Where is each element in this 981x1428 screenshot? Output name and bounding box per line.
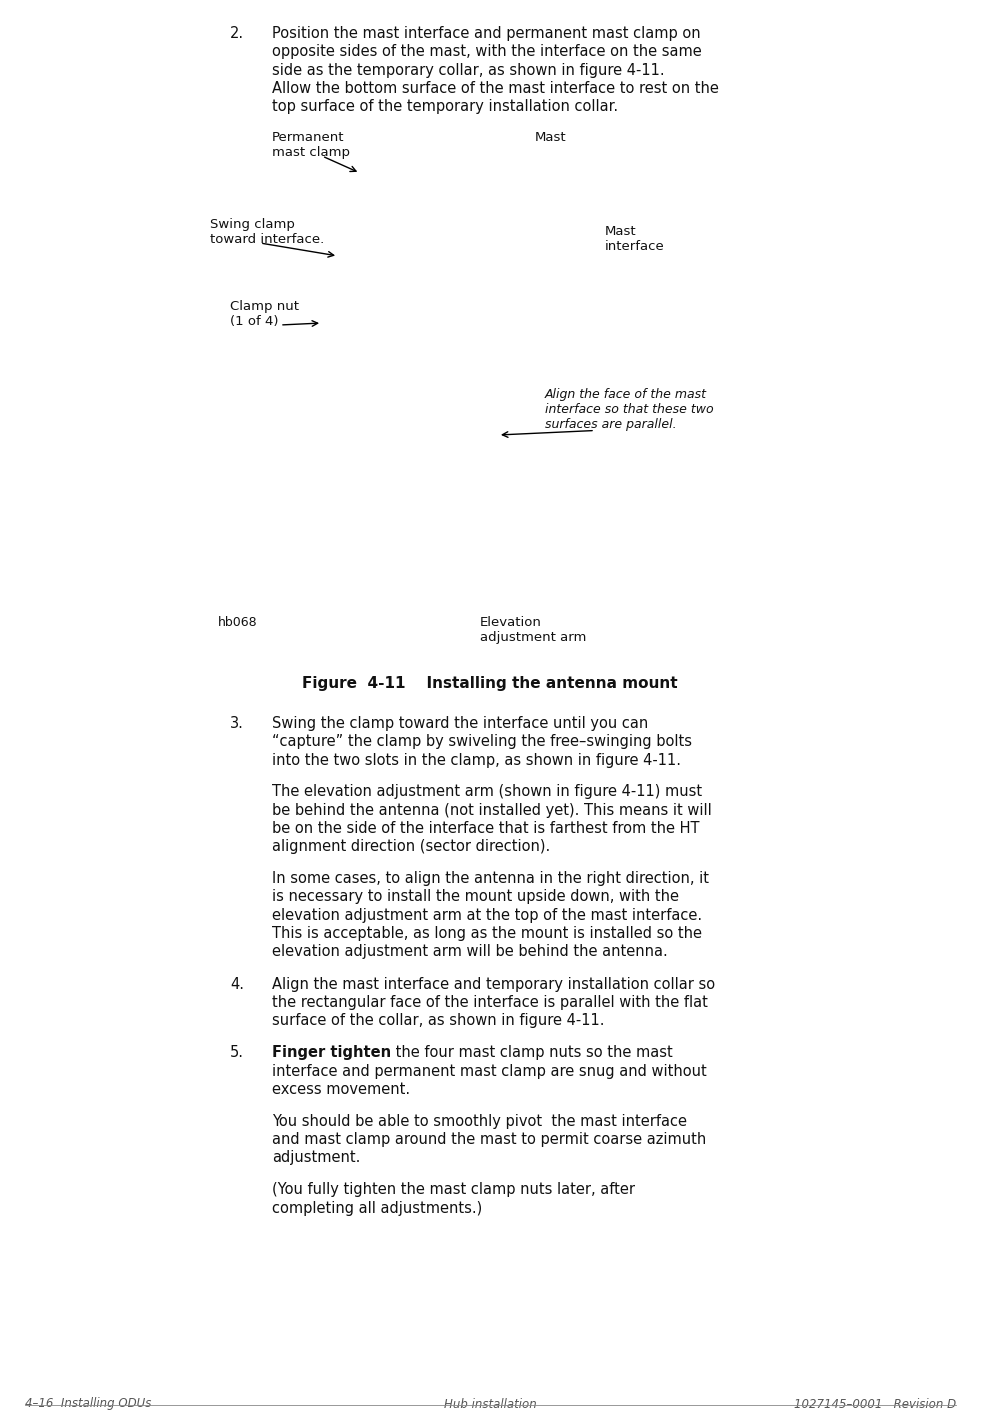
Text: You should be able to smoothly pivot  the mast interface: You should be able to smoothly pivot the…	[272, 1114, 687, 1130]
Text: In some cases, to align the antenna in the right direction, it: In some cases, to align the antenna in t…	[272, 871, 709, 887]
Text: Permanent
mast clamp: Permanent mast clamp	[272, 131, 350, 159]
Text: 4–16  Installing ODUs: 4–16 Installing ODUs	[25, 1398, 151, 1411]
Text: Position the mast interface and permanent mast clamp on: Position the mast interface and permanen…	[272, 26, 700, 41]
Text: elevation adjustment arm at the top of the mast interface.: elevation adjustment arm at the top of t…	[272, 908, 702, 922]
Text: 4.: 4.	[230, 977, 244, 991]
Text: Allow the bottom surface of the mast interface to rest on the: Allow the bottom surface of the mast int…	[272, 81, 719, 96]
Text: completing all adjustments.): completing all adjustments.)	[272, 1201, 483, 1215]
Text: opposite sides of the mast, with the interface on the same: opposite sides of the mast, with the int…	[272, 44, 701, 60]
Text: the four mast clamp nuts so the mast: the four mast clamp nuts so the mast	[391, 1045, 673, 1061]
Text: Elevation
adjustment arm: Elevation adjustment arm	[480, 615, 587, 644]
Text: 5.: 5.	[230, 1045, 244, 1061]
Text: Align the face of the mast
interface so that these two
surfaces are parallel.: Align the face of the mast interface so …	[545, 388, 713, 431]
Text: (You fully tighten the mast clamp nuts later, after: (You fully tighten the mast clamp nuts l…	[272, 1182, 635, 1197]
Text: adjustment.: adjustment.	[272, 1151, 360, 1165]
Text: hb068: hb068	[218, 615, 258, 628]
Text: The elevation adjustment arm (shown in figure 4-11) must: The elevation adjustment arm (shown in f…	[272, 784, 702, 800]
Text: Align the mast interface and temporary installation collar so: Align the mast interface and temporary i…	[272, 977, 715, 991]
Text: 2.: 2.	[230, 26, 244, 41]
Text: side as the temporary collar, as shown in figure 4-11.: side as the temporary collar, as shown i…	[272, 63, 664, 77]
Text: be on the side of the interface that is farthest from the HT: be on the side of the interface that is …	[272, 821, 699, 835]
Text: into the two slots in the clamp, as shown in figure 4-11.: into the two slots in the clamp, as show…	[272, 753, 681, 768]
Text: Hub installation: Hub installation	[444, 1398, 537, 1411]
Text: is necessary to install the mount upside down, with the: is necessary to install the mount upside…	[272, 890, 679, 904]
Text: elevation adjustment arm will be behind the antenna.: elevation adjustment arm will be behind …	[272, 944, 668, 960]
Text: Figure  4-11    Installing the antenna mount: Figure 4-11 Installing the antenna mount	[302, 675, 678, 691]
Text: be behind the antenna (not installed yet). This means it will: be behind the antenna (not installed yet…	[272, 803, 712, 818]
Text: Mast
interface: Mast interface	[605, 226, 665, 253]
Text: This is acceptable, as long as the mount is installed so the: This is acceptable, as long as the mount…	[272, 925, 702, 941]
Text: alignment direction (sector direction).: alignment direction (sector direction).	[272, 840, 550, 854]
Text: Swing clamp
toward interface.: Swing clamp toward interface.	[210, 218, 325, 246]
Text: Mast: Mast	[535, 131, 567, 144]
Text: and mast clamp around the mast to permit coarse azimuth: and mast clamp around the mast to permit…	[272, 1132, 706, 1147]
Text: top surface of the temporary installation collar.: top surface of the temporary installatio…	[272, 99, 618, 114]
Text: Finger tighten: Finger tighten	[272, 1045, 391, 1061]
Text: 1027145–0001   Revision D: 1027145–0001 Revision D	[794, 1398, 956, 1411]
Text: 3.: 3.	[230, 715, 244, 731]
Bar	[204, 86, 804, 653]
Text: surface of the collar, as shown in figure 4-11.: surface of the collar, as shown in figur…	[272, 1014, 604, 1028]
Text: Clamp nut
(1 of 4): Clamp nut (1 of 4)	[230, 300, 299, 328]
Text: interface and permanent mast clamp are snug and without: interface and permanent mast clamp are s…	[272, 1064, 706, 1078]
Text: excess movement.: excess movement.	[272, 1082, 410, 1097]
Text: “capture” the clamp by swiveling the free–swinging bolts: “capture” the clamp by swiveling the fre…	[272, 734, 692, 750]
Text: Swing the clamp toward the interface until you can: Swing the clamp toward the interface unt…	[272, 715, 648, 731]
Text: the rectangular face of the interface is parallel with the flat: the rectangular face of the interface is…	[272, 995, 708, 1010]
